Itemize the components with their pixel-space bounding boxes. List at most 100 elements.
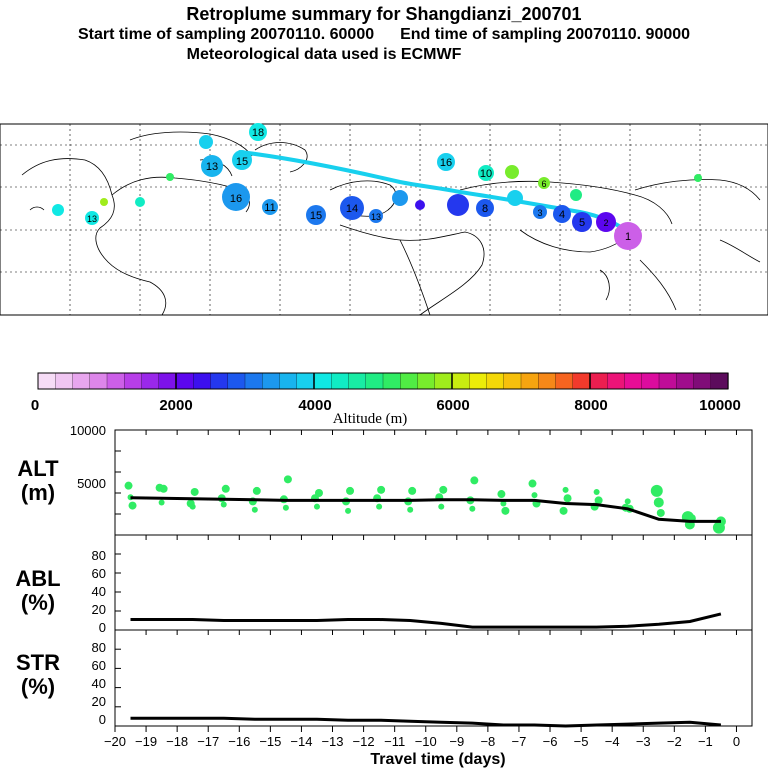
x-tick-label: −3 xyxy=(636,734,651,749)
str-ytick: 60 xyxy=(92,658,106,673)
x-tick-label: 0 xyxy=(733,734,740,749)
x-tick-label: −7 xyxy=(512,734,527,749)
cluster-12 xyxy=(306,205,326,225)
colorbar-tick: 8000 xyxy=(574,397,607,414)
cluster-29 xyxy=(100,198,108,206)
cluster-23 xyxy=(570,189,582,201)
alt-point xyxy=(656,508,665,517)
cluster-3 xyxy=(572,212,592,232)
map-label: 1 xyxy=(625,231,631,243)
colorbar-cell xyxy=(244,372,263,390)
colorbar-cell xyxy=(607,372,626,390)
str-ytick: 80 xyxy=(92,640,106,655)
str-label: STR xyxy=(16,650,60,675)
x-tick-label: −19 xyxy=(135,734,157,749)
alt-point xyxy=(408,486,417,495)
colorbar-tick: 6000 xyxy=(436,397,469,414)
cluster-labels: 18 15 13 15 13 16 11 10 13 14 16 8 6 5 4… xyxy=(87,127,631,243)
cluster-30 xyxy=(415,200,425,210)
colorbar-cell xyxy=(451,372,470,390)
alt-point xyxy=(189,503,196,510)
map-label: 2 xyxy=(603,218,608,228)
colorbar-cell xyxy=(296,372,315,390)
cluster-8 xyxy=(447,194,469,216)
alt-point xyxy=(314,489,323,497)
colorbar-cell xyxy=(158,372,177,390)
abl-panel-frame xyxy=(114,534,753,631)
alt-point xyxy=(624,498,631,505)
alt-point xyxy=(470,476,479,485)
x-tick-label: −18 xyxy=(166,734,188,749)
colorbar-ticks: 0 2000 4000 6000 8000 10000 xyxy=(31,397,741,414)
colorbar-cell xyxy=(37,372,56,390)
cluster-11 xyxy=(340,196,364,220)
cluster-6 xyxy=(507,190,523,206)
str-ytick: 0 xyxy=(99,712,106,727)
colorbar-cell xyxy=(641,372,660,390)
alt-point xyxy=(559,506,568,515)
map-label: 13 xyxy=(371,212,381,222)
abl-ytick: 60 xyxy=(92,566,106,581)
time-series-panels: ALT (m) ABL (%) STR (%) 10000 5000 80 60… xyxy=(15,423,753,768)
cluster-17 xyxy=(199,135,213,149)
start-time-label: Start time of sampling 20070110. 60000 xyxy=(77,26,375,43)
colorbar-cell xyxy=(417,372,436,390)
alt-ytick: 10000 xyxy=(70,423,106,438)
colorbar-cell xyxy=(434,372,453,390)
colorbar-cell xyxy=(624,372,643,390)
colorbar-cell xyxy=(676,372,695,390)
abl-unit: (%) xyxy=(21,590,55,615)
alt-point xyxy=(128,501,137,510)
colorbar-cell xyxy=(89,372,108,390)
x-axis-label: Travel time (days) xyxy=(370,751,505,768)
met-data-label: Meteorological data used is ECMWF xyxy=(186,46,462,63)
map-label: 15 xyxy=(236,156,248,168)
alt-point xyxy=(376,503,383,510)
colorbar-tick: 0 xyxy=(31,397,39,414)
cluster-5 xyxy=(533,205,547,219)
end-time-label: End time of sampling 20070110. 90000 xyxy=(400,26,691,43)
alt-scatter xyxy=(124,475,726,534)
colorbar-cell xyxy=(538,372,557,390)
abl-ytick: 40 xyxy=(92,584,106,599)
x-tick-label: −15 xyxy=(259,734,281,749)
alt-point xyxy=(158,499,165,506)
str-line xyxy=(130,716,722,728)
colorbar-cells xyxy=(37,372,729,390)
alt-point xyxy=(439,485,448,494)
alt-point xyxy=(653,497,664,508)
cluster-10 xyxy=(369,209,383,223)
abl-ytick: 0 xyxy=(99,620,106,635)
colorbar-tick: 10000 xyxy=(699,397,741,414)
sampling-times: Start time of sampling 20070110. 60000 En… xyxy=(0,26,768,44)
map-label: 14 xyxy=(346,203,358,215)
cluster-21 xyxy=(505,165,519,179)
alt-point xyxy=(594,496,603,505)
str-ytick: 20 xyxy=(92,694,106,709)
colorbar-cell xyxy=(55,372,74,390)
alt-point xyxy=(497,490,506,499)
map-label: 6 xyxy=(541,179,546,189)
colorbar-cell xyxy=(658,372,677,390)
cluster-18 xyxy=(249,123,267,141)
colorbar-cell xyxy=(331,372,350,390)
x-tick-label: −4 xyxy=(605,734,620,749)
alt-point xyxy=(501,506,510,515)
cluster-1 xyxy=(614,222,642,250)
cluster-28 xyxy=(694,174,702,182)
colorbar-cell xyxy=(469,372,488,390)
alt-point xyxy=(313,503,320,510)
colorbar-cell xyxy=(348,372,367,390)
x-tick-label: −13 xyxy=(321,734,343,749)
colorbar-cell xyxy=(124,372,143,390)
alt-point xyxy=(407,506,414,513)
map-label: 8 xyxy=(482,203,488,215)
abl-label: ABL xyxy=(15,566,60,591)
cluster-13 xyxy=(262,199,278,215)
cluster-4 xyxy=(553,205,571,223)
colorbar-cell xyxy=(555,372,574,390)
alt-point xyxy=(282,504,289,511)
alt-point xyxy=(220,501,227,508)
axis-ticks xyxy=(114,429,737,732)
